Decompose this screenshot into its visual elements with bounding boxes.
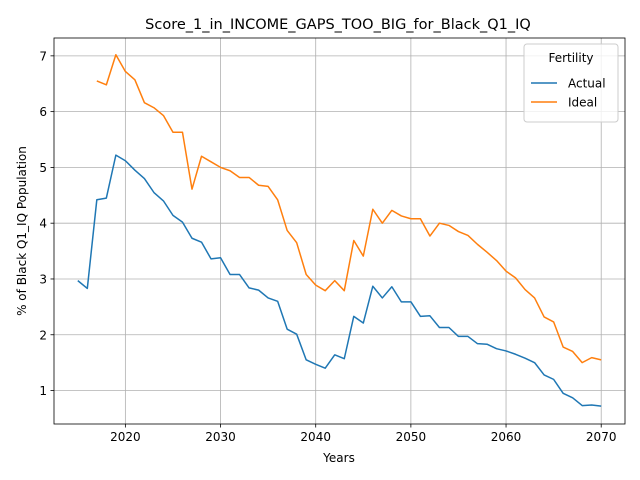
x-tick-label: 2070 [586, 430, 617, 444]
x-tick-label: 2040 [300, 430, 331, 444]
y-tick-label: 1 [39, 384, 47, 398]
y-axis-label: % of Black Q1_IQ Population [15, 146, 29, 316]
chart-title: Score_1_in_INCOME_GAPS_TOO_BIG_for_Black… [145, 17, 531, 33]
x-tick-label: 2050 [396, 430, 427, 444]
x-tick-label: 2030 [205, 430, 236, 444]
x-axis-label: Years [322, 451, 355, 465]
y-tick-label: 4 [39, 217, 47, 231]
y-tick-label: 2 [39, 328, 47, 342]
legend-title: Fertility [548, 51, 593, 65]
legend-label-actual: Actual [568, 77, 606, 91]
x-tick-label: 2020 [110, 430, 141, 444]
y-tick-label: 3 [39, 272, 47, 286]
legend-label-ideal: Ideal [568, 96, 597, 110]
y-tick-label: 5 [39, 161, 47, 175]
legend: Fertility Actual Ideal [524, 44, 618, 122]
y-tick-label: 6 [39, 105, 47, 119]
x-tick-label: 2060 [491, 430, 522, 444]
y-tick-label: 7 [39, 49, 47, 63]
